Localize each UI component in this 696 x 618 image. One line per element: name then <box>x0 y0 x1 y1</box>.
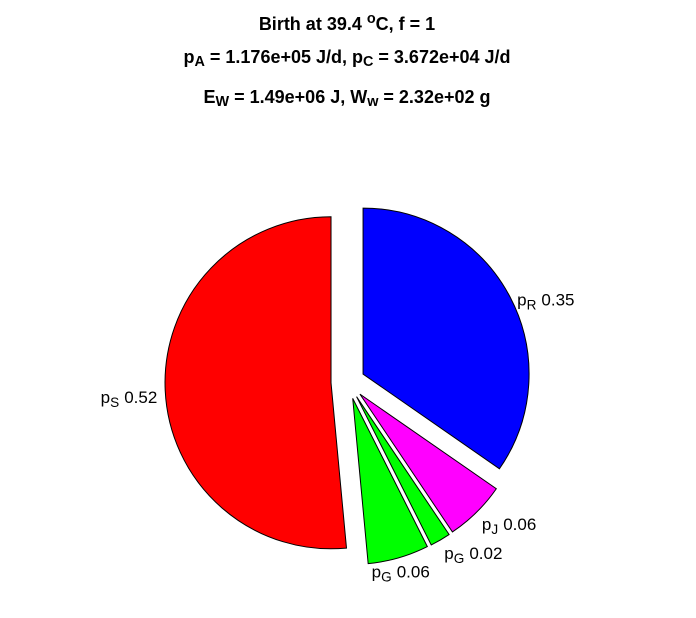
text-part: = 1.49e+06 J, W <box>229 87 367 107</box>
text-part: w <box>366 94 379 110</box>
text-part: W <box>216 94 230 110</box>
text-part: p <box>517 291 526 310</box>
chart-title: Birth at 39.4 oC, f = 1 <box>259 11 435 34</box>
slice-label: pJ 0.06 <box>482 516 536 537</box>
text-part: G <box>454 551 465 566</box>
slice-value: 0.06 <box>503 516 536 535</box>
pie-slice <box>164 216 348 550</box>
slice-label: pR 0.35 <box>517 291 574 312</box>
slice-value: 0.06 <box>397 563 430 582</box>
text-part: E <box>204 87 216 107</box>
text-part: C <box>363 54 373 70</box>
slice-value: 0.52 <box>124 388 157 407</box>
text-part: o <box>367 11 376 27</box>
text-part: p <box>482 516 491 535</box>
text-part: = 3.672e+04 J/d <box>373 47 510 67</box>
text-part: C, f = 1 <box>376 14 436 34</box>
text-part: = 1.176e+05 J/d, p <box>205 47 363 67</box>
slice-label: pG 0.06 <box>372 563 430 584</box>
pie-slice <box>362 207 530 470</box>
text-part: S <box>110 395 119 410</box>
text-part: A <box>194 54 205 70</box>
chart-title: EW = 1.49e+06 J, Ww = 2.32e+02 g <box>204 87 491 110</box>
pie-slice <box>352 398 429 565</box>
slice-value: 0.35 <box>541 291 574 310</box>
text-part: p <box>101 388 110 407</box>
pie-slice <box>356 396 450 546</box>
text-part: p <box>372 563 381 582</box>
slice-label: pS 0.52 <box>101 388 158 409</box>
text-part: p <box>183 47 194 67</box>
text-part: G <box>381 569 392 584</box>
pie-slice <box>359 393 498 533</box>
text-part: R <box>527 297 537 312</box>
text-part: p <box>444 544 453 563</box>
slice-value: 0.02 <box>469 544 502 563</box>
text-part: J <box>491 522 498 537</box>
slice-label: pG 0.02 <box>444 544 502 565</box>
text-part: Birth at 39.4 <box>259 14 367 34</box>
text-part: = 2.32e+02 g <box>378 87 490 107</box>
chart-title: pA = 1.176e+05 J/d, pC = 3.672e+04 J/d <box>183 47 510 70</box>
